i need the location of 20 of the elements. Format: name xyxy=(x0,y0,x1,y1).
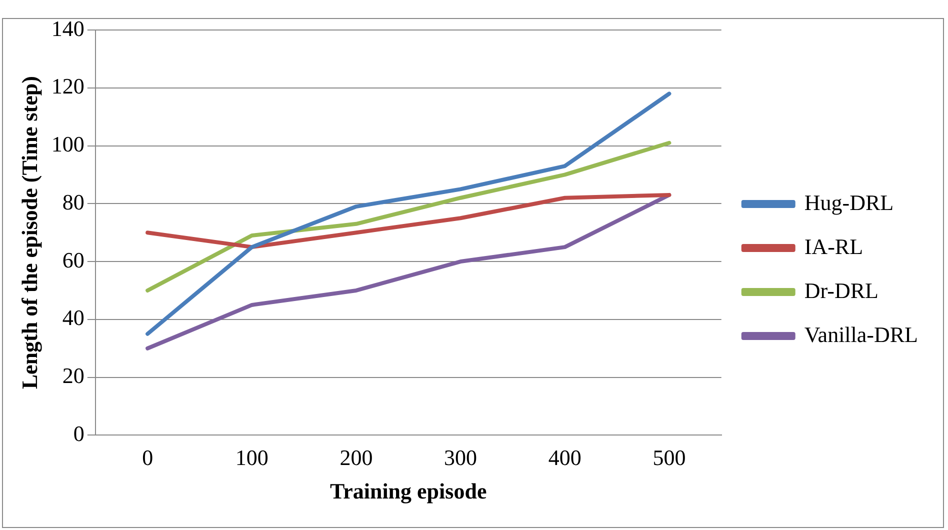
legend-label: IA-RL xyxy=(804,234,864,259)
y-tick-label: 0 xyxy=(73,420,84,446)
y-tick-label: 40 xyxy=(62,305,84,330)
legend-label: Vanilla-DRL xyxy=(804,322,918,347)
x-axis-title: Training episode xyxy=(330,478,487,504)
x-tick-label: 200 xyxy=(340,445,373,470)
y-tick-label: 100 xyxy=(51,132,84,157)
y-tick-label: 140 xyxy=(51,16,84,41)
y-tick-label: 80 xyxy=(62,189,84,214)
x-tick-label: 300 xyxy=(444,445,478,470)
y-tick-label: 120 xyxy=(51,74,84,99)
x-tick-label: 500 xyxy=(652,445,686,470)
x-tick-label: 100 xyxy=(235,445,268,470)
y-tick-label: 60 xyxy=(62,247,84,272)
x-tick-label: 0 xyxy=(142,445,154,470)
y-axis-title: Length of the episode (Time step) xyxy=(16,76,42,390)
x-tick-label: 400 xyxy=(548,445,582,470)
y-tick-label: 20 xyxy=(62,363,84,388)
legend-label: Hug-DRL xyxy=(804,190,894,215)
legend-label: Dr-DRL xyxy=(804,278,878,303)
